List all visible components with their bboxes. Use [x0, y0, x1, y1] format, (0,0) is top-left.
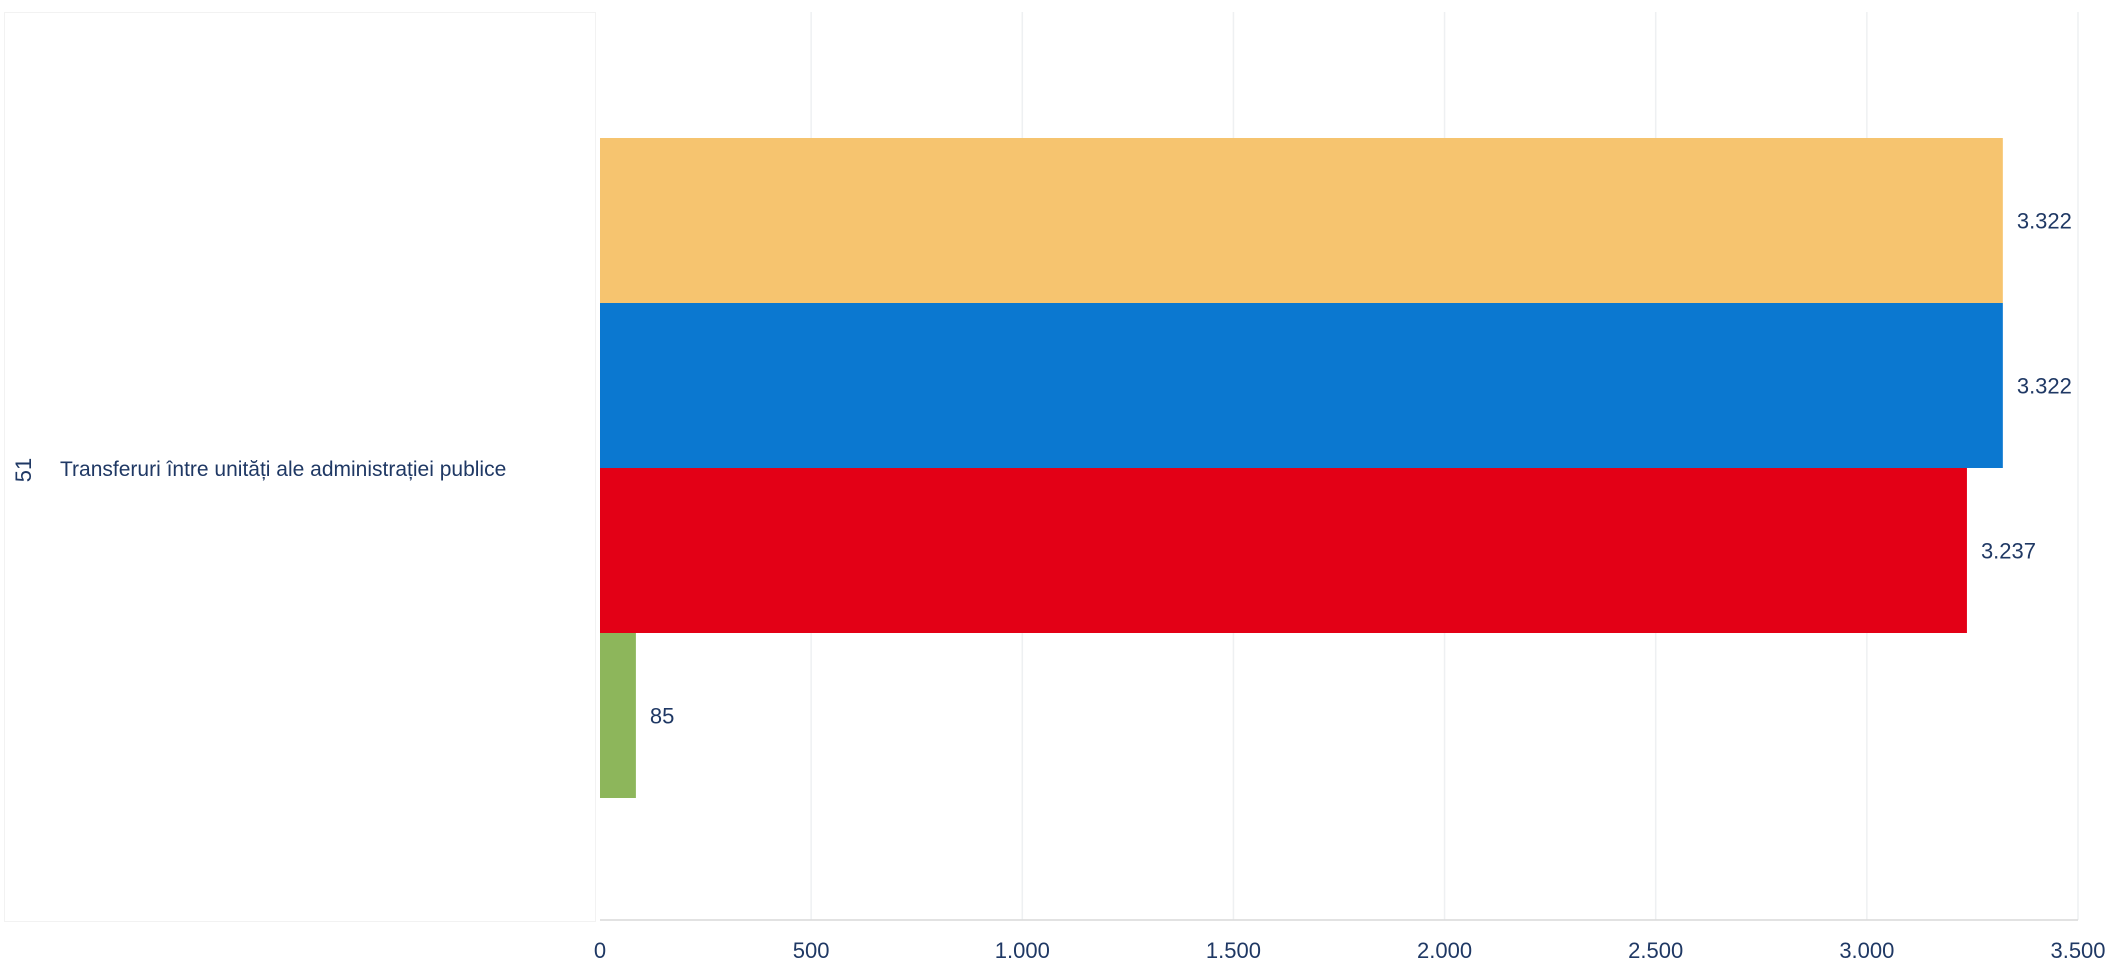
bar-2: [600, 468, 1967, 633]
x-tick-label-4: 2.000: [1417, 938, 1472, 963]
data-label-0: 3.322: [2017, 209, 2072, 234]
x-tick-label-1: 500: [793, 938, 830, 963]
x-tick-label-7: 3.500: [2050, 938, 2105, 963]
category-label: Transferuri între unități ale administra…: [60, 458, 507, 481]
x-tick-label-5: 2.500: [1628, 938, 1683, 963]
bar-0: [600, 138, 2003, 303]
bar-3: [600, 633, 636, 798]
x-tick-label-0: 0: [594, 938, 606, 963]
bar-1: [600, 303, 2003, 468]
data-label-1: 3.322: [2017, 374, 2072, 399]
category-label-panel: [4, 12, 596, 922]
x-tick-label-2: 1.000: [995, 938, 1050, 963]
data-label-3: 85: [650, 704, 674, 729]
x-tick-label-3: 1.500: [1206, 938, 1261, 963]
x-tick-label-6: 3.000: [1839, 938, 1894, 963]
data-label-2: 3.237: [1981, 539, 2036, 564]
